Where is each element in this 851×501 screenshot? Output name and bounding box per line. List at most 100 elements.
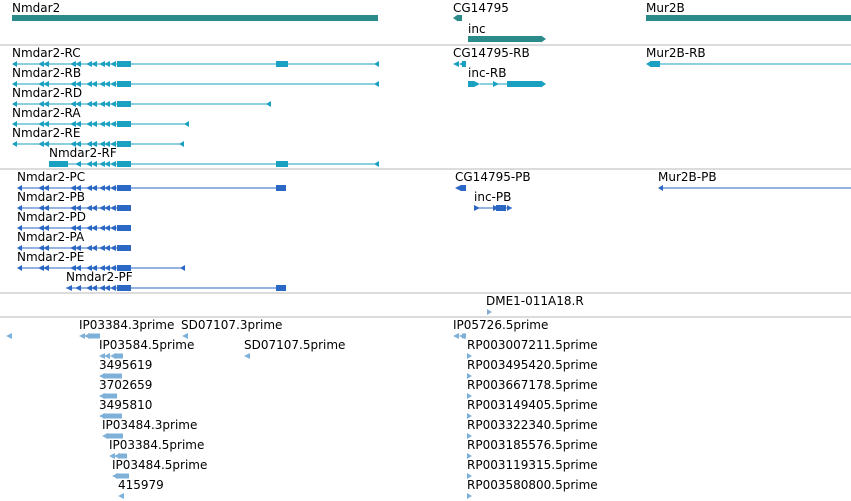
gene-cg14795-arrow <box>453 14 458 22</box>
protein-nmdar2-pf-exon-end <box>276 285 286 291</box>
protein-cg14795-pb-label: CG14795-PB <box>455 170 531 184</box>
feature-dme1-011a18-r-arrow <box>487 309 492 315</box>
transcript-nmdar2-re-exon-3 <box>75 141 81 147</box>
transcript-nmdar2-ra-exon-0 <box>38 121 44 127</box>
est-415979-label: 415979 <box>118 478 164 492</box>
transcript-nmdar2-ra-exon-3 <box>75 121 81 127</box>
transcript-nmdar2-re-exon-0 <box>38 141 44 147</box>
transcript-nmdar2-re-exon-7 <box>104 141 110 147</box>
transcript-nmdar2-rf-tail-arrow <box>374 161 379 167</box>
transcript-nmdar2-rc-exon-8 <box>110 61 116 67</box>
protein-nmdar2-pe-exon-2 <box>70 265 76 271</box>
transcript-nmdar2-rd-exon-block-a <box>117 101 131 107</box>
gene-mur2b-body <box>646 15 851 21</box>
protein-nmdar2-pc-exon-1 <box>43 185 49 191</box>
gene-inc-arrow <box>541 35 546 43</box>
transcript-nmdar2-rb-exon-block-a <box>117 81 131 87</box>
protein-nmdar2-pc-exon-2 <box>70 185 76 191</box>
protein-nmdar2-pf-label: Nmdar2-PF <box>66 270 133 284</box>
protein-nmdar2-pa-exon-1 <box>43 245 49 251</box>
protein-nmdar2-pc-exon-5 <box>91 185 97 191</box>
est-ip03484-5prime-block <box>116 473 129 479</box>
est-3702659-label: 3702659 <box>99 378 152 392</box>
protein-nmdar2-pb-exon-0 <box>38 205 44 211</box>
transcript-nmdar2-rc-exon-2 <box>70 61 76 67</box>
transcript-nmdar2-rf-exon-c1 <box>86 161 92 167</box>
transcript-nmdar2-rd-exon-8 <box>110 101 116 107</box>
protein-nmdar2-pf-exon-c0 <box>75 285 81 291</box>
protein-nmdar2-pf-exon-1 <box>66 285 72 291</box>
transcript-nmdar2-ra-exon-7 <box>104 121 110 127</box>
transcript-nmdar2-rd-start-arrow <box>12 101 17 107</box>
est-rp003185576-5prime-arrow <box>467 453 472 459</box>
est-ip03484-3prime-label: IP03484.3prime <box>102 418 197 432</box>
transcript-nmdar2-rc-exon-6 <box>99 61 105 67</box>
transcript-inc-rb-exon-2 <box>474 81 480 87</box>
est-rp003007211-5prime-arrow <box>467 353 472 359</box>
transcript-nmdar2-ra-exon-8 <box>110 121 116 127</box>
transcript-nmdar2-rf-exon-end <box>276 161 288 167</box>
protein-nmdar2-pb-exon-block-a <box>117 205 131 211</box>
protein-mur2b-pb-arrow <box>658 185 663 191</box>
transcript-nmdar2-ra-exon-4 <box>86 121 92 127</box>
transcript-nmdar2-rb-exon-4 <box>86 81 92 87</box>
gene-inc-body <box>468 36 541 42</box>
est-ip05726-5prime-label: IP05726.5prime <box>453 318 548 332</box>
protein-nmdar2-pd-start-arrow <box>17 225 22 231</box>
protein-nmdar2-pd-exon-block-b <box>127 225 131 231</box>
transcript-nmdar2-rc-exon-4 <box>86 61 92 67</box>
transcript-nmdar2-rd-exon-0 <box>38 101 44 107</box>
est-rp003580800-5prime-label: RP003580800.5prime <box>467 478 598 492</box>
protein-nmdar2-pd-exon-1 <box>43 225 49 231</box>
protein-cg14795-pb-exon-2 <box>461 185 466 191</box>
protein-nmdar2-pa-exon-2 <box>70 245 76 251</box>
protein-inc-pb-arrow <box>507 205 512 211</box>
protein-nmdar2-pe-exon-block-b <box>127 265 131 271</box>
est-3495619-label: 3495619 <box>99 358 152 372</box>
transcript-nmdar2-re-exon-1 <box>43 141 49 147</box>
est-sd07107-3prime-label: SD07107.3prime <box>181 318 282 332</box>
est-ip03484-5prime-label: IP03484.5prime <box>112 458 207 472</box>
protein-nmdar2-pb-exon-1 <box>43 205 49 211</box>
transcript-nmdar2-rc-tail-arrow <box>374 61 379 67</box>
transcript-nmdar2-rb-exon-7 <box>104 81 110 87</box>
transcript-cg14795-rb-label: CG14795-RB <box>453 46 530 60</box>
est-ip03384-3prime-a <box>79 333 85 339</box>
est-3495810-block <box>103 413 122 419</box>
transcript-nmdar2-rd-exon-block-b <box>127 101 131 107</box>
est-3495810-label: 3495810 <box>99 398 152 412</box>
protein-nmdar2-pc-exon-8 <box>110 185 116 191</box>
protein-nmdar2-pb-exon-6 <box>99 205 105 211</box>
est-ip05726-5prime-a <box>453 333 459 339</box>
transcript-nmdar2-rc-exon-0 <box>38 61 44 67</box>
protein-nmdar2-pc-label: Nmdar2-PC <box>17 170 85 184</box>
transcript-nmdar2-ra-label: Nmdar2-RA <box>12 106 81 120</box>
transcript-nmdar2-rd-exon-2 <box>70 101 76 107</box>
transcript-mur2b-rb-arrow <box>646 61 651 67</box>
est-ip05726-5prime-block <box>462 333 466 339</box>
protein-nmdar2-pd-exon-3 <box>75 225 81 231</box>
est-3495619-block <box>103 373 122 379</box>
protein-nmdar2-pd-exon-8 <box>110 225 116 231</box>
transcript-nmdar2-re-exon-4 <box>86 141 92 147</box>
protein-nmdar2-pe-exon-block-a <box>117 265 131 271</box>
protein-nmdar2-pc-exon-4 <box>86 185 92 191</box>
protein-nmdar2-pe-exon-7 <box>104 265 110 271</box>
transcript-inc-rb-exon-3 <box>493 81 499 87</box>
gene-nmdar2-label: Nmdar2 <box>12 1 60 15</box>
transcript-nmdar2-re-exon-block-b <box>127 141 131 147</box>
transcript-nmdar2-rb-exon-5 <box>91 81 97 87</box>
protein-nmdar2-pa-exon-0 <box>38 245 44 251</box>
transcript-nmdar2-ra-exon-5 <box>91 121 97 127</box>
protein-nmdar2-pc-exon-3 <box>75 185 81 191</box>
gene-inc-label: inc <box>468 22 486 36</box>
transcript-nmdar2-rc-exon-3 <box>75 61 81 67</box>
protein-nmdar2-pf-exon-c4 <box>104 285 110 291</box>
transcript-nmdar2-rc-exon-5 <box>91 61 97 67</box>
est-rp003119315-5prime-arrow <box>467 473 472 479</box>
protein-nmdar2-pa-exon-4 <box>86 245 92 251</box>
est-ip03584-5prime-a <box>99 353 105 359</box>
transcript-nmdar2-rb-exon-block-b <box>127 81 131 87</box>
protein-nmdar2-pe-exon-3 <box>75 265 81 271</box>
